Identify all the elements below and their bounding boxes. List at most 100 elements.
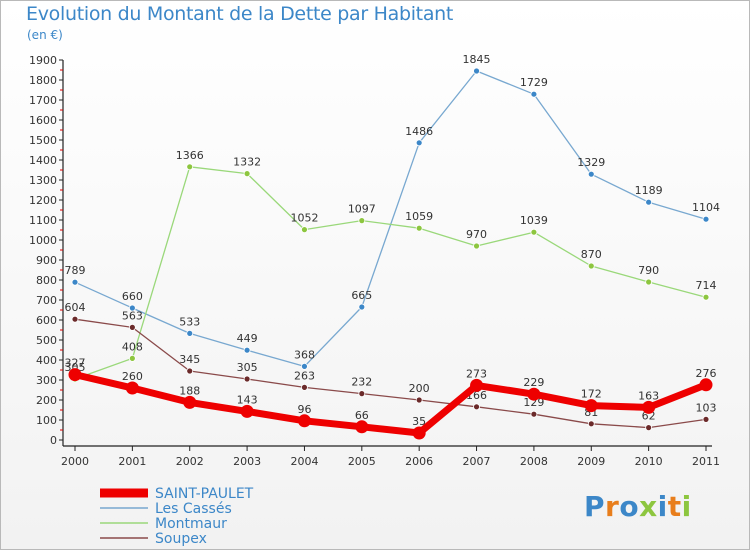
data-label-les-cass-s: 1486 xyxy=(405,125,433,138)
data-point-les-cass-s xyxy=(186,329,194,337)
data-label-montmaur: 970 xyxy=(466,228,487,241)
data-label-les-cass-s: 368 xyxy=(294,348,315,361)
y-tick-label: 200 xyxy=(36,394,57,407)
data-label-saint-paulet: 273 xyxy=(466,367,487,380)
data-label-soupex: 103 xyxy=(696,401,717,414)
data-point-montmaur xyxy=(530,228,538,236)
data-label-montmaur: 1039 xyxy=(520,214,548,227)
data-point-les-cass-s xyxy=(587,170,595,178)
data-label-les-cass-s: 1189 xyxy=(635,184,663,197)
data-label-soupex: 305 xyxy=(237,361,258,374)
y-tick-label: 1000 xyxy=(29,234,57,247)
data-label-les-cass-s: 660 xyxy=(122,290,143,303)
data-point-montmaur xyxy=(415,224,423,232)
y-tick-label: 1500 xyxy=(29,134,57,147)
y-tick-label: 1300 xyxy=(29,174,57,187)
data-point-saint-paulet xyxy=(527,387,541,401)
data-label-soupex: 200 xyxy=(409,382,430,395)
data-label-montmaur: 870 xyxy=(581,248,602,261)
data-label-montmaur: 1366 xyxy=(176,149,204,162)
data-point-les-cass-s xyxy=(702,215,710,223)
data-point-saint-paulet xyxy=(125,381,139,395)
x-tick-label: 2002 xyxy=(176,455,204,468)
data-label-montmaur: 1332 xyxy=(233,156,261,169)
data-label-les-cass-s: 1329 xyxy=(577,156,605,169)
data-point-saint-paulet xyxy=(412,426,426,440)
data-label-saint-paulet: 229 xyxy=(523,376,544,389)
data-point-les-cass-s xyxy=(301,362,308,370)
logo-letter: t xyxy=(667,490,682,523)
data-point-soupex xyxy=(186,367,194,375)
data-label-les-cass-s: 789 xyxy=(65,264,86,277)
data-point-soupex xyxy=(645,424,653,432)
series-line-saint-paulet xyxy=(71,371,710,437)
legend-label-saint-paulet: SAINT-PAULET xyxy=(155,486,254,502)
data-point-les-cass-s xyxy=(530,90,538,98)
x-tick-label: 2010 xyxy=(635,455,663,468)
y-tick-label: 400 xyxy=(36,354,57,367)
data-point-soupex xyxy=(358,390,366,398)
legend-label-les-cass-s: Les Cassés xyxy=(155,501,232,517)
data-label-saint-paulet: 96 xyxy=(297,403,311,416)
data-point-saint-paulet xyxy=(355,420,369,434)
data-label-montmaur: 1059 xyxy=(405,210,433,223)
data-point-saint-paulet xyxy=(699,378,713,392)
series-line-les-cass-s xyxy=(74,70,707,368)
data-point-les-cass-s xyxy=(415,139,423,147)
logo-letter: P xyxy=(584,490,606,523)
y-tick-label: 600 xyxy=(36,314,57,327)
chart-title: Evolution du Montant de la Dette par Hab… xyxy=(26,3,454,25)
data-label-saint-paulet: 143 xyxy=(237,393,258,406)
data-point-les-cass-s xyxy=(128,304,136,312)
data-label-montmaur: 790 xyxy=(638,264,659,277)
data-point-soupex xyxy=(415,396,423,404)
logo-letter: i xyxy=(681,490,692,523)
data-point-les-cass-s xyxy=(243,346,251,354)
x-tick-label: 2003 xyxy=(233,455,261,468)
data-label-soupex: 232 xyxy=(351,376,372,389)
data-point-saint-paulet xyxy=(470,378,484,392)
y-tick-label: 100 xyxy=(36,414,57,427)
x-tick-label: 2004 xyxy=(290,455,318,468)
data-point-montmaur xyxy=(358,217,366,225)
x-tick-label: 2000 xyxy=(61,455,89,468)
legend-label-montmaur: Montmaur xyxy=(155,516,227,532)
data-point-saint-paulet xyxy=(240,404,254,418)
proxiti-logo: Proxiti xyxy=(584,490,692,523)
y-tick-label: 1900 xyxy=(29,54,57,67)
data-label-montmaur: 1097 xyxy=(348,203,376,216)
data-label-les-cass-s: 449 xyxy=(237,332,258,345)
x-tick-label: 2008 xyxy=(520,455,548,468)
x-tick-label: 2006 xyxy=(405,455,433,468)
data-point-soupex xyxy=(473,403,480,411)
data-label-montmaur: 305 xyxy=(65,361,86,374)
data-label-soupex: 129 xyxy=(523,396,544,409)
data-point-les-cass-s xyxy=(71,278,79,286)
data-point-soupex xyxy=(530,410,538,418)
data-point-saint-paulet xyxy=(297,414,311,428)
data-point-saint-paulet xyxy=(584,399,598,413)
data-point-soupex xyxy=(243,375,251,383)
chart-subtitle: (en €) xyxy=(27,28,63,42)
data-point-saint-paulet xyxy=(642,400,656,414)
y-tick-label: 1600 xyxy=(29,114,57,127)
logo-letter: o xyxy=(619,490,640,523)
series-line-soupex xyxy=(74,318,707,429)
data-label-les-cass-s: 1729 xyxy=(520,76,548,89)
y-tick-label: 800 xyxy=(36,274,57,287)
data-label-soupex: 263 xyxy=(294,369,315,382)
y-tick-label: 300 xyxy=(36,374,57,387)
x-tick-label: 2005 xyxy=(348,455,376,468)
data-label-saint-paulet: 260 xyxy=(122,370,143,383)
data-point-montmaur xyxy=(587,262,595,270)
x-tick-label: 2009 xyxy=(577,455,605,468)
data-point-les-cass-s xyxy=(473,67,480,75)
data-point-montmaur xyxy=(702,293,710,301)
data-point-soupex xyxy=(128,323,136,331)
data-point-montmaur xyxy=(186,163,194,171)
data-point-montmaur xyxy=(301,226,308,234)
data-label-les-cass-s: 665 xyxy=(351,289,372,302)
data-point-les-cass-s xyxy=(645,198,653,206)
data-label-soupex: 604 xyxy=(65,301,86,314)
